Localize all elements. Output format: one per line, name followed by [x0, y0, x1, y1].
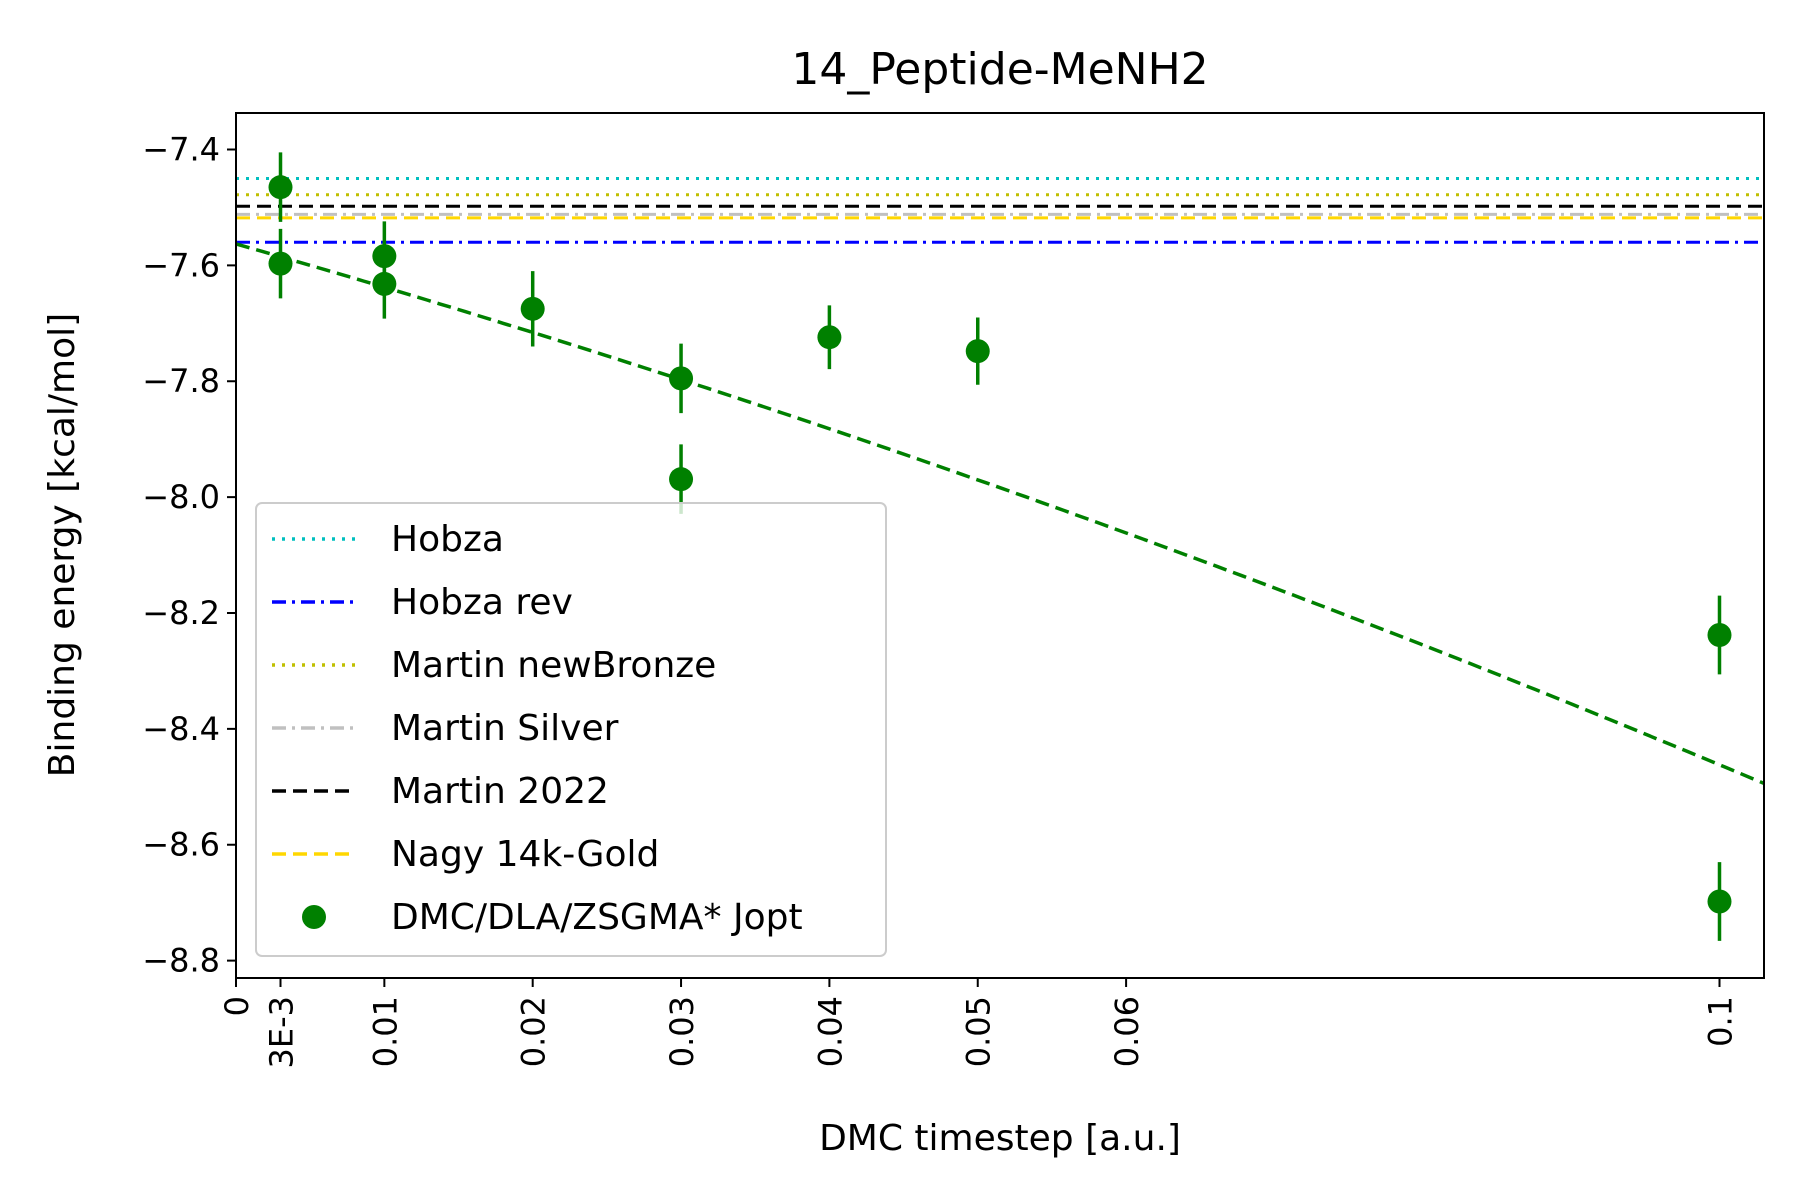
data-point: [520, 296, 545, 321]
y-tick-label: −8.6: [142, 826, 220, 864]
plot-frame: [235, 112, 1765, 979]
y-tick-label: −8.2: [142, 594, 220, 632]
data-point: [268, 251, 293, 276]
legend-marker: [302, 905, 326, 929]
x-tick-label: 0.02: [515, 996, 553, 1067]
x-tick-label: 0.06: [1108, 996, 1146, 1067]
legend-label: DMC/DLA/ZSGMA* Jopt: [391, 897, 803, 938]
data-point: [268, 175, 293, 200]
x-tick-label: 3E-3: [263, 996, 301, 1068]
legend-label: Martin newBronze: [391, 645, 716, 686]
y-tick-label: −8.0: [142, 478, 220, 516]
data-point: [669, 467, 694, 492]
y-tick-label: −8.8: [142, 942, 220, 980]
legend-label: Martin Silver: [391, 708, 619, 749]
data-point: [965, 339, 990, 364]
data-point: [372, 271, 397, 296]
y-axis-label: Binding energy [kcal/mol]: [42, 313, 83, 777]
fit-curve: [236, 242, 1764, 786]
data-point: [1707, 623, 1732, 648]
x-tick-label: 0.03: [663, 996, 701, 1067]
x-tick-label: 0: [218, 996, 256, 1016]
x-axis: 0 3E-3 0.01 0.02 0.03 0.04 0.05 0.06 0.1: [218, 978, 1739, 1068]
y-tick-label: −8.4: [142, 710, 220, 748]
y-tick-label: −7.8: [142, 362, 220, 400]
data-point: [1707, 889, 1732, 914]
data-point: [669, 366, 694, 391]
legend-label: Martin 2022: [391, 771, 609, 812]
legend: Hobza Hobza rev Martin newBronze Martin Sil…: [255, 502, 887, 957]
legend-label: Hobza: [391, 519, 504, 560]
chart-title: 14_Peptide-MeNH2: [791, 44, 1208, 95]
y-tick-label: −7.4: [142, 131, 220, 169]
legend-label: Nagy 14k-Gold: [391, 834, 659, 875]
y-axis: −7.4 −7.6 −7.8 −8.0 −8.2 −8.4 −8.6 −8.8: [142, 131, 236, 980]
legend-box: [255, 502, 887, 957]
y-tick-label: −7.6: [142, 246, 220, 284]
x-tick-label: 0.01: [366, 996, 404, 1067]
legend-label: Hobza rev: [391, 582, 573, 623]
x-tick-label: 0.05: [960, 996, 998, 1067]
x-tick-label: 0.04: [811, 996, 849, 1067]
x-tick-label: 0.1: [1701, 996, 1739, 1047]
data-point: [817, 325, 842, 350]
x-axis-label: DMC timestep [a.u.]: [819, 1118, 1181, 1159]
